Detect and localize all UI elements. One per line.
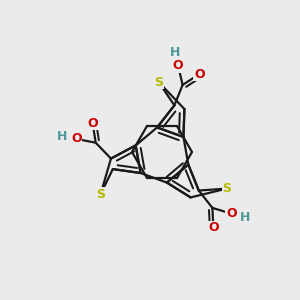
Text: O: O <box>87 117 98 130</box>
Text: H: H <box>239 211 250 224</box>
Text: O: O <box>194 68 205 81</box>
Text: O: O <box>226 207 237 220</box>
Text: S: S <box>96 188 105 201</box>
Text: S: S <box>222 182 231 195</box>
Text: O: O <box>173 59 184 72</box>
Text: O: O <box>208 221 219 234</box>
Text: H: H <box>57 130 68 143</box>
Text: S: S <box>154 76 163 88</box>
Text: H: H <box>170 46 180 59</box>
Text: O: O <box>71 132 82 146</box>
